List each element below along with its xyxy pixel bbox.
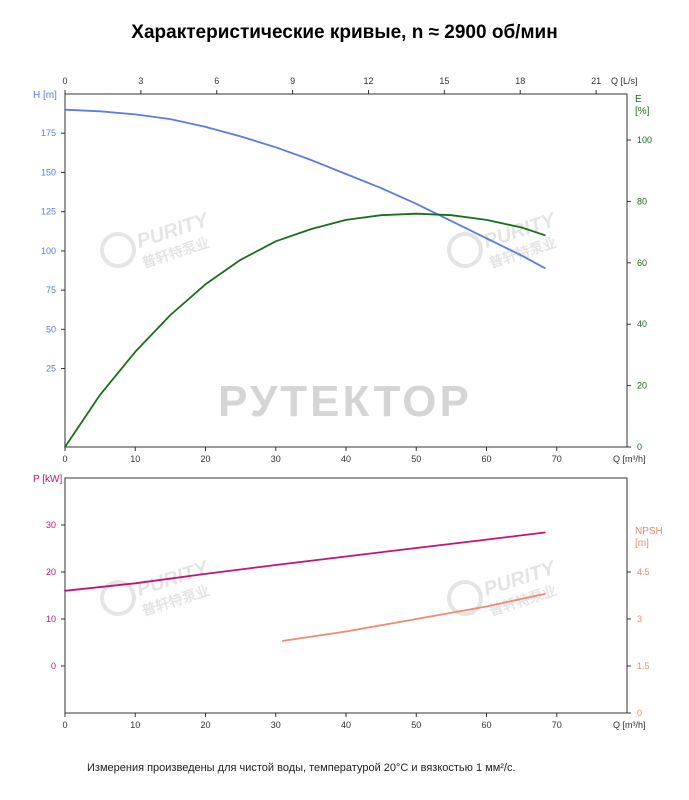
x-tick-label: 30 [271, 454, 281, 464]
x2-tick-label: 21 [591, 76, 601, 86]
y-axis-label: H [m] [33, 90, 57, 101]
x-tick-label: 60 [481, 454, 491, 464]
y2-tick-label: 0 [637, 708, 642, 718]
x-tick-label: 10 [130, 454, 140, 464]
x-axis-label: Q [m³/h] [613, 454, 646, 464]
x-tick-label: 70 [552, 454, 562, 464]
x-tick-label: 20 [200, 720, 210, 730]
series-line-h [64, 108, 546, 270]
x-tick-label: 50 [411, 454, 421, 464]
x-tick-label: 50 [411, 720, 421, 730]
y2-tick-label: 60 [637, 258, 647, 268]
y-axis-label: P [kW] [33, 474, 62, 485]
y2-axis-label-part: E [635, 94, 642, 105]
series-line-p [64, 531, 546, 592]
rutektor-watermark: РУТЕКТОР [218, 377, 472, 426]
y-tick-label: 75 [46, 285, 56, 295]
x-axis-label: Q [m³/h] [613, 720, 646, 730]
purity-logo-icon [447, 232, 483, 268]
y2-tick-label: 80 [637, 196, 647, 206]
y-tick-label: 25 [46, 364, 56, 374]
x2-tick-label: 12 [363, 76, 373, 86]
x-tick-label: 60 [481, 720, 491, 730]
footnote: Измерения произведены для чистой воды, т… [87, 762, 516, 774]
y2-tick-label: 1.5 [637, 661, 650, 671]
y-tick-label: 20 [46, 567, 56, 577]
y2-tick-label: 3 [637, 614, 642, 624]
x-tick-label: 0 [62, 454, 67, 464]
y-tick-label: 100 [41, 246, 56, 256]
purity-logo-icon [100, 580, 136, 616]
x2-axis-label: Q [L/s] [611, 76, 638, 86]
y2-tick-label: 0 [637, 442, 642, 452]
y-tick-label: 125 [41, 207, 56, 217]
series-line-e [64, 212, 546, 448]
x-tick-label: 40 [341, 720, 351, 730]
y2-axis-label: NPSH [m] [635, 526, 663, 549]
chart-title: Характеристические кривые, n ≈ 2900 об/м… [131, 22, 558, 43]
y2-tick-label: 20 [637, 381, 647, 391]
purity-logo-icon [100, 232, 136, 268]
x2-tick-label: 0 [62, 76, 67, 86]
y-tick-label: 30 [46, 520, 56, 530]
y2-axis-label-part: NPSH [635, 526, 663, 537]
y2-tick-label: 40 [637, 319, 647, 329]
y-tick-label: 175 [41, 128, 56, 138]
x-tick-label: 0 [62, 720, 67, 730]
x-tick-label: 20 [200, 454, 210, 464]
y2-axis-label-part: [%] [635, 106, 650, 117]
y-tick-label: 10 [46, 614, 56, 624]
series-line-npsh [281, 593, 546, 642]
x-tick-label: 70 [552, 720, 562, 730]
purity-logo-icon [447, 580, 483, 616]
x-tick-label: 30 [271, 720, 281, 730]
x2-tick-label: 3 [138, 76, 143, 86]
y-tick-label: 150 [41, 167, 56, 177]
y-tick-label: 0 [51, 661, 56, 671]
y2-axis-label: E [%] [635, 94, 650, 117]
x2-tick-label: 15 [439, 76, 449, 86]
y2-tick-label: 4.5 [637, 567, 650, 577]
y2-tick-label: 100 [637, 135, 652, 145]
y-tick-label: 50 [46, 324, 56, 334]
x2-tick-label: 6 [214, 76, 219, 86]
x-tick-label: 10 [130, 720, 140, 730]
x2-tick-label: 18 [515, 76, 525, 86]
x2-tick-label: 9 [290, 76, 295, 86]
x-tick-label: 40 [341, 454, 351, 464]
y2-axis-label-part: [m] [635, 538, 649, 549]
